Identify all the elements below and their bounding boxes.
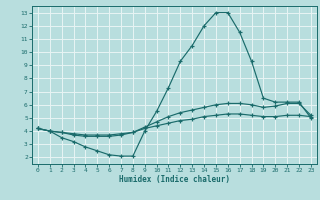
X-axis label: Humidex (Indice chaleur): Humidex (Indice chaleur) <box>119 175 230 184</box>
